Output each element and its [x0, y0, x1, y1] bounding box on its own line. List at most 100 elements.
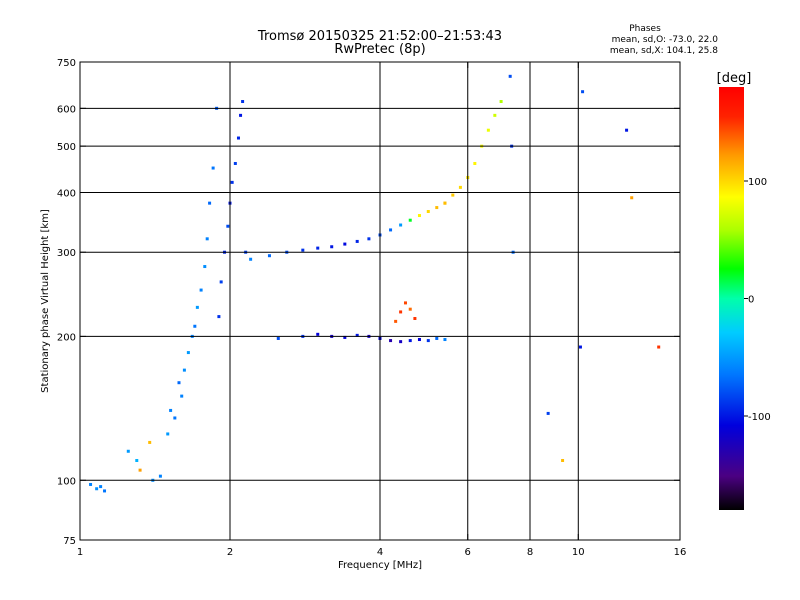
data-point [435, 206, 439, 210]
x-tick-label: 2 [227, 547, 233, 558]
data-point [103, 489, 107, 493]
data-point [219, 280, 223, 284]
data-point [226, 224, 230, 228]
y-axis-label: Stationary phase Virtual Height [km] [40, 209, 51, 393]
x-tick-label: 4 [377, 547, 383, 558]
data-point [173, 416, 177, 420]
colorbar-ticks: 100 0 -100 [744, 177, 771, 423]
data-point [169, 408, 173, 412]
data-point [426, 210, 430, 214]
data-point [193, 324, 197, 328]
data-point [301, 248, 305, 252]
data-point [205, 237, 209, 241]
y-tick-label: 300 [57, 248, 76, 259]
data-point [135, 458, 139, 462]
data-point [239, 113, 243, 117]
data-point [493, 113, 497, 117]
data-point [630, 196, 634, 200]
grid-lines [80, 62, 680, 540]
data-point [399, 310, 403, 314]
data-point [499, 100, 503, 104]
chart-subtitle: RwPretec (8p) [334, 42, 425, 57]
y-tick-label: 400 [57, 188, 76, 199]
data-point [417, 338, 421, 342]
data-point [389, 339, 393, 343]
data-point [180, 394, 184, 398]
data-point [95, 487, 99, 491]
data-point [203, 265, 207, 269]
data-point [657, 345, 661, 349]
data-point [508, 74, 512, 78]
x-tick-label: 6 [465, 547, 471, 558]
data-point [89, 482, 93, 486]
data-point [408, 218, 412, 222]
data-point [330, 245, 334, 249]
data-point [276, 336, 280, 340]
x-tick-label: 16 [674, 547, 687, 558]
data-point [355, 239, 359, 243]
data-point [343, 242, 347, 246]
data-point [316, 246, 320, 250]
colorbar-tick-label: 0 [748, 295, 754, 306]
data-point [211, 166, 215, 170]
data-point [486, 128, 490, 132]
colorbar-tick-label: 100 [748, 177, 767, 188]
data-point [394, 319, 398, 323]
data-point [217, 315, 221, 319]
y-tick-label: 750 [57, 58, 76, 69]
y-tick-label: 75 [63, 536, 76, 547]
y-tick-label: 100 [57, 476, 76, 487]
data-point [182, 368, 186, 372]
data-point [267, 254, 271, 258]
data-point [208, 201, 212, 205]
data-point [241, 100, 245, 104]
x-tick-label: 10 [572, 547, 585, 558]
colorbar [719, 87, 744, 510]
stats-x-mode: mean, sd,X: 104.1, 25.8 [610, 46, 718, 56]
y-tick-label: 200 [57, 332, 76, 343]
chart-title: Tromsø 20150325 21:52:00–21:53:43 [257, 29, 502, 44]
data-point [408, 339, 412, 343]
data-point [343, 335, 347, 339]
data-point [426, 339, 430, 343]
data-point [399, 223, 403, 227]
data-point [195, 305, 199, 309]
stats-heading: Phases [629, 24, 661, 34]
data-point [99, 485, 103, 489]
x-tick-label: 8 [527, 547, 533, 558]
y-tick-label: 600 [57, 104, 76, 115]
data-point [443, 201, 447, 205]
data-point [473, 161, 477, 165]
x-axis-label: Frequency [MHz] [338, 560, 422, 571]
data-point [177, 381, 181, 385]
data-point [186, 351, 190, 355]
data-point [249, 257, 253, 261]
data-point [233, 161, 237, 165]
data-point [435, 336, 439, 340]
x-tick-label: 1 [77, 547, 83, 558]
data-point [166, 432, 170, 436]
data-point [451, 193, 455, 197]
data-point [148, 440, 152, 444]
scatter-points [89, 74, 661, 493]
data-point [367, 237, 371, 241]
data-point [625, 128, 629, 132]
data-point [236, 136, 240, 140]
data-point [199, 288, 203, 292]
axis-ticks: 1 2 4 6 8 10 16 75 100 200 300 400 500 600 750 [57, 58, 686, 558]
stats-o-mode: mean, sd,O: -73.0, 22.0 [612, 35, 719, 45]
colorbar-label: [deg] [717, 71, 752, 86]
data-point [546, 411, 550, 415]
data-point [403, 301, 407, 305]
data-point [355, 333, 359, 337]
data-point [417, 214, 421, 218]
colorbar-tick-label: -100 [748, 412, 771, 423]
data-point [578, 345, 582, 349]
data-point [399, 340, 403, 344]
data-point [316, 332, 320, 336]
data-point [561, 458, 565, 462]
data-point [158, 474, 162, 478]
data-point [408, 307, 412, 311]
data-point [581, 90, 585, 94]
